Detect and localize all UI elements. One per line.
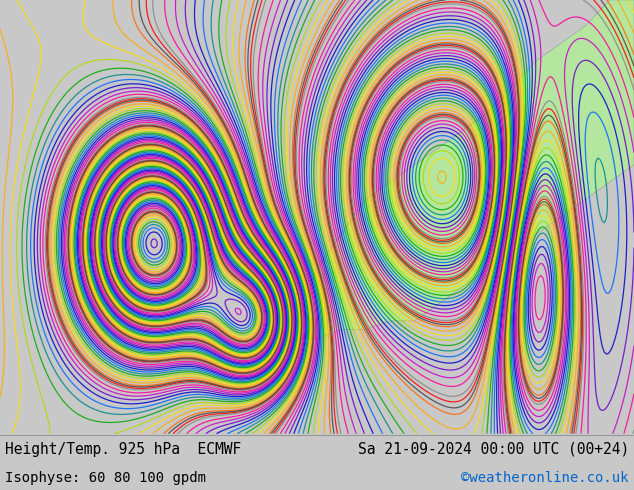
Polygon shape <box>293 0 634 338</box>
Text: ©weatheronline.co.uk: ©weatheronline.co.uk <box>462 470 629 485</box>
Text: Isophyse: 60 80 100 gpdm: Isophyse: 60 80 100 gpdm <box>5 470 206 485</box>
Text: Sa 21-09-2024 00:00 UTC (00+24): Sa 21-09-2024 00:00 UTC (00+24) <box>358 442 629 457</box>
Text: Height/Temp. 925 hPa  ECMWF: Height/Temp. 925 hPa ECMWF <box>5 442 242 457</box>
